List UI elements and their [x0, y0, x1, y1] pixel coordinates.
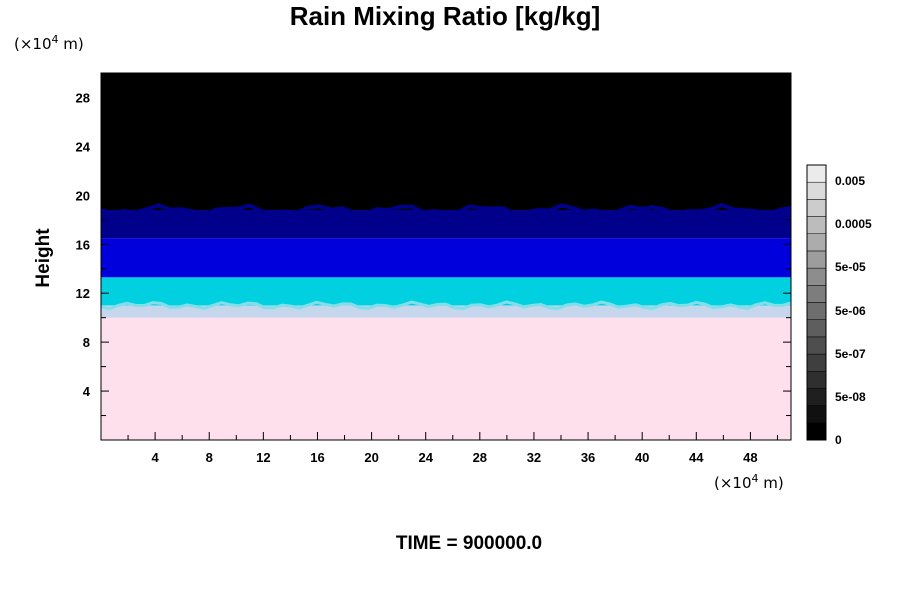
y-tick-label: 4 [83, 384, 91, 399]
colorbar-label: 5e-08 [835, 390, 866, 404]
y-tick-label: 28 [76, 90, 90, 105]
x-tick-label: 8 [206, 450, 213, 465]
y-tick-label: 24 [76, 139, 91, 154]
colorbar-cell [806, 250, 827, 269]
field-layer-0 [101, 317, 791, 440]
colorbar-label: 0.005 [835, 174, 865, 188]
x-tick-label: 32 [527, 450, 541, 465]
x-unit-label: (×104 m) [714, 472, 784, 492]
x-tick-label: 4 [152, 450, 160, 465]
colorbar-cell [806, 267, 827, 286]
colorbar-cell [806, 353, 827, 372]
x-tick-label: 24 [418, 450, 433, 465]
colorbar-label: 5e-06 [835, 304, 866, 318]
plot-frame [100, 72, 792, 441]
colorbar-cell [806, 422, 827, 441]
colorbar-cell [806, 319, 827, 338]
field-layer-2 [101, 277, 791, 306]
time-label: TIME = 900000.0 [396, 533, 542, 554]
x-tick-label: 16 [310, 450, 324, 465]
colorbar-cell [806, 302, 827, 320]
colorbar-label: 0 [835, 433, 842, 447]
colorbar-cell [806, 388, 827, 406]
y-tick-label: 8 [83, 335, 90, 350]
heatmap-field [100, 73, 792, 440]
plot-border [100, 72, 792, 441]
colorbar-cell [806, 405, 827, 424]
colorbar-cell [806, 181, 827, 200]
y-tick-label: 20 [76, 188, 90, 203]
x-axis-ticks: 4 8 12 16 20 24 28 32 36 40 44 48 [127, 73, 778, 465]
colorbar-cell [806, 216, 827, 234]
field-edge-top [100, 202, 792, 217]
x-tick-label: 48 [743, 450, 757, 465]
field-layer-5 [101, 73, 791, 211]
colorbar-label: 5e-07 [835, 347, 866, 361]
colorbar-cell [806, 233, 827, 252]
x-tick-label: 44 [689, 450, 704, 465]
x-tick-label: 40 [635, 450, 649, 465]
y-axis-title: Height [33, 228, 54, 288]
colorbar-cell [806, 336, 827, 355]
colorbar-label: 5e-05 [835, 260, 866, 274]
field-layer-3 [101, 238, 791, 278]
y-axis-ticks: 4 8 12 16 20 24 28 [76, 90, 791, 417]
colorbar-border [806, 164, 827, 441]
field-edge-mid [100, 300, 792, 311]
x-tick-label: 36 [581, 450, 595, 465]
x-tick-label: 12 [256, 450, 270, 465]
colorbar-cell [806, 164, 827, 183]
y-tick-label: 12 [76, 286, 90, 301]
y-tick-label: 16 [76, 237, 90, 252]
colorbar-cell [806, 371, 827, 389]
colorbar-label: 0.0005 [835, 217, 872, 231]
y-unit-label: (×104 m) [14, 33, 84, 53]
colorbar: 0 5e-08 5e-07 5e-06 5e-05 0.0005 0.005 [806, 164, 872, 447]
colorbar-cell [806, 199, 827, 217]
x-tick-label: 28 [473, 450, 487, 465]
x-tick-label: 20 [364, 450, 378, 465]
colorbar-cell [806, 285, 827, 303]
chart-title: Rain Mixing Ratio [kg/kg] [290, 1, 601, 31]
